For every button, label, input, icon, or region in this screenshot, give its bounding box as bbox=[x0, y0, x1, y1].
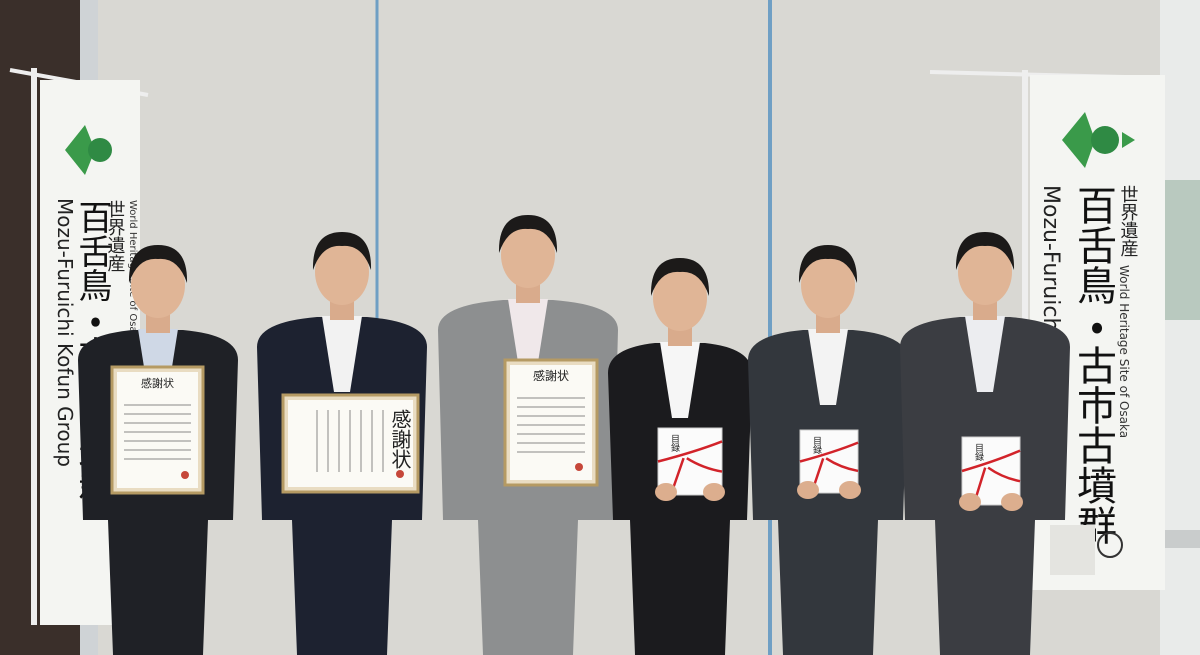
banner-title: 百舌鳥・古市古墳群 bbox=[1070, 185, 1116, 545]
envelope-title: 目録 bbox=[811, 436, 822, 454]
unesco-mark bbox=[1050, 525, 1095, 575]
hand bbox=[655, 483, 677, 501]
heritage-mark bbox=[1097, 532, 1123, 558]
shirt bbox=[322, 316, 362, 392]
hand bbox=[797, 481, 819, 499]
face bbox=[801, 252, 855, 318]
certificate-title: 感謝状 bbox=[388, 409, 412, 469]
logo bbox=[1091, 126, 1119, 154]
face bbox=[131, 252, 185, 318]
certificate: 感謝状 bbox=[281, 393, 420, 494]
face bbox=[958, 239, 1012, 305]
banner-subtitle: World Heritage Site of Osaka bbox=[1117, 265, 1131, 438]
hand bbox=[703, 483, 725, 501]
banner-heading: 世界遺産 bbox=[105, 200, 126, 272]
banner-heading: 世界遺産 bbox=[1118, 185, 1139, 257]
hair bbox=[312, 232, 372, 270]
hair bbox=[498, 215, 558, 253]
seal bbox=[181, 471, 189, 479]
certificate: 感謝状 bbox=[503, 358, 599, 487]
certificate-paper bbox=[510, 365, 592, 480]
seal bbox=[396, 470, 404, 478]
shirt bbox=[965, 316, 1005, 392]
hand bbox=[959, 493, 981, 511]
envelope: 目録 bbox=[797, 429, 861, 499]
banner-romaji: Mozu-Furuichi Kofun Group bbox=[53, 198, 77, 467]
certificate-paper bbox=[117, 372, 198, 488]
certificate: 感謝状 bbox=[110, 365, 205, 495]
seal bbox=[575, 463, 583, 471]
hair bbox=[128, 245, 188, 283]
face bbox=[501, 222, 555, 288]
certificate-title: 感謝状 bbox=[533, 368, 569, 383]
shirt bbox=[508, 299, 548, 375]
hand bbox=[1001, 493, 1023, 511]
window bbox=[1160, 0, 1200, 655]
shirt bbox=[808, 329, 848, 405]
logo bbox=[1062, 112, 1095, 168]
hair bbox=[650, 258, 710, 296]
hair bbox=[798, 245, 858, 283]
face bbox=[315, 239, 369, 305]
face bbox=[653, 265, 707, 331]
window-view bbox=[1165, 180, 1200, 320]
shirt bbox=[660, 342, 700, 418]
logo bbox=[88, 138, 112, 162]
envelope-title: 目録 bbox=[973, 443, 984, 461]
hand bbox=[839, 481, 861, 499]
person bbox=[608, 258, 752, 655]
hair bbox=[955, 232, 1015, 270]
envelope: 目録 bbox=[655, 427, 725, 501]
logo bbox=[1122, 132, 1135, 148]
envelope-title: 目録 bbox=[669, 434, 680, 452]
logo bbox=[65, 125, 95, 175]
certificate-title: 感謝状 bbox=[141, 376, 174, 390]
suit bbox=[608, 343, 752, 655]
envelope: 目録 bbox=[959, 436, 1023, 511]
